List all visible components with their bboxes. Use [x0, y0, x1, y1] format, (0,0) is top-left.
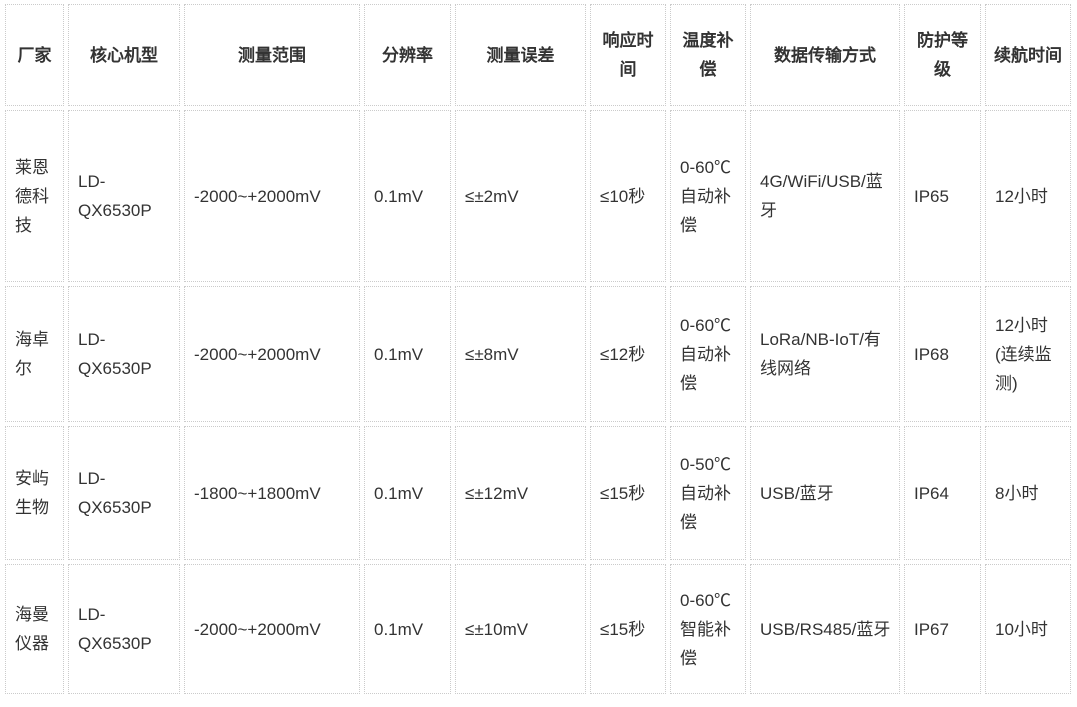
cell-range: -2000~+2000mV [184, 110, 360, 282]
cell-transmission: LoRa/NB-IoT/有线网络 [750, 286, 900, 422]
col-header-temp-comp: 温度补偿 [670, 4, 746, 106]
col-header-protection: 防护等级 [904, 4, 981, 106]
cell-error: ≤±2mV [455, 110, 586, 282]
cell-model: LD-QX6530P [68, 286, 180, 422]
cell-error: ≤±12mV [455, 426, 586, 560]
cell-temp-comp: 0-60℃自动补偿 [670, 110, 746, 282]
cell-protection: IP68 [904, 286, 981, 422]
cell-temp-comp: 0-60℃智能补偿 [670, 564, 746, 694]
cell-error: ≤±8mV [455, 286, 586, 422]
cell-range: -1800~+1800mV [184, 426, 360, 560]
col-header-error: 测量误差 [455, 4, 586, 106]
cell-resolution: 0.1mV [364, 286, 451, 422]
col-header-battery: 续航时间 [985, 4, 1071, 106]
cell-battery: 8小时 [985, 426, 1071, 560]
col-header-resolution: 分辨率 [364, 4, 451, 106]
cell-model: LD-QX6530P [68, 110, 180, 282]
cell-protection: IP64 [904, 426, 981, 560]
col-header-response: 响应时间 [590, 4, 666, 106]
cell-resolution: 0.1mV [364, 564, 451, 694]
cell-transmission: USB/蓝牙 [750, 426, 900, 560]
col-header-model: 核心机型 [68, 4, 180, 106]
cell-model: LD-QX6530P [68, 426, 180, 560]
table-row: 海曼仪器 LD-QX6530P -2000~+2000mV 0.1mV ≤±10… [5, 564, 1071, 694]
cell-battery: 10小时 [985, 564, 1071, 694]
cell-protection: IP67 [904, 564, 981, 694]
table-row: 安屿生物 LD-QX6530P -1800~+1800mV 0.1mV ≤±12… [5, 426, 1071, 560]
cell-battery: 12小时 [985, 110, 1071, 282]
cell-range: -2000~+2000mV [184, 286, 360, 422]
cell-vendor: 海卓尔 [5, 286, 64, 422]
header-row: 厂家 核心机型 测量范围 分辨率 测量误差 响应时间 温度补偿 数据传输方式 防… [5, 4, 1071, 106]
table-row: 莱恩德科技 LD-QX6530P -2000~+2000mV 0.1mV ≤±2… [5, 110, 1071, 282]
cell-transmission: USB/RS485/蓝牙 [750, 564, 900, 694]
cell-range: -2000~+2000mV [184, 564, 360, 694]
col-header-transmission: 数据传输方式 [750, 4, 900, 106]
cell-response: ≤10秒 [590, 110, 666, 282]
cell-temp-comp: 0-50℃自动补偿 [670, 426, 746, 560]
cell-transmission: 4G/WiFi/USB/蓝牙 [750, 110, 900, 282]
cell-protection: IP65 [904, 110, 981, 282]
table-row: 海卓尔 LD-QX6530P -2000~+2000mV 0.1mV ≤±8mV… [5, 286, 1071, 422]
cell-vendor: 海曼仪器 [5, 564, 64, 694]
cell-temp-comp: 0-60℃自动补偿 [670, 286, 746, 422]
cell-response: ≤15秒 [590, 564, 666, 694]
cell-resolution: 0.1mV [364, 110, 451, 282]
col-header-range: 测量范围 [184, 4, 360, 106]
cell-error: ≤±10mV [455, 564, 586, 694]
cell-resolution: 0.1mV [364, 426, 451, 560]
cell-vendor: 安屿生物 [5, 426, 64, 560]
cell-response: ≤15秒 [590, 426, 666, 560]
cell-model: LD-QX6530P [68, 564, 180, 694]
col-header-vendor: 厂家 [5, 4, 64, 106]
cell-response: ≤12秒 [590, 286, 666, 422]
cell-vendor: 莱恩德科技 [5, 110, 64, 282]
cell-battery: 12小时 (连续监测) [985, 286, 1071, 422]
